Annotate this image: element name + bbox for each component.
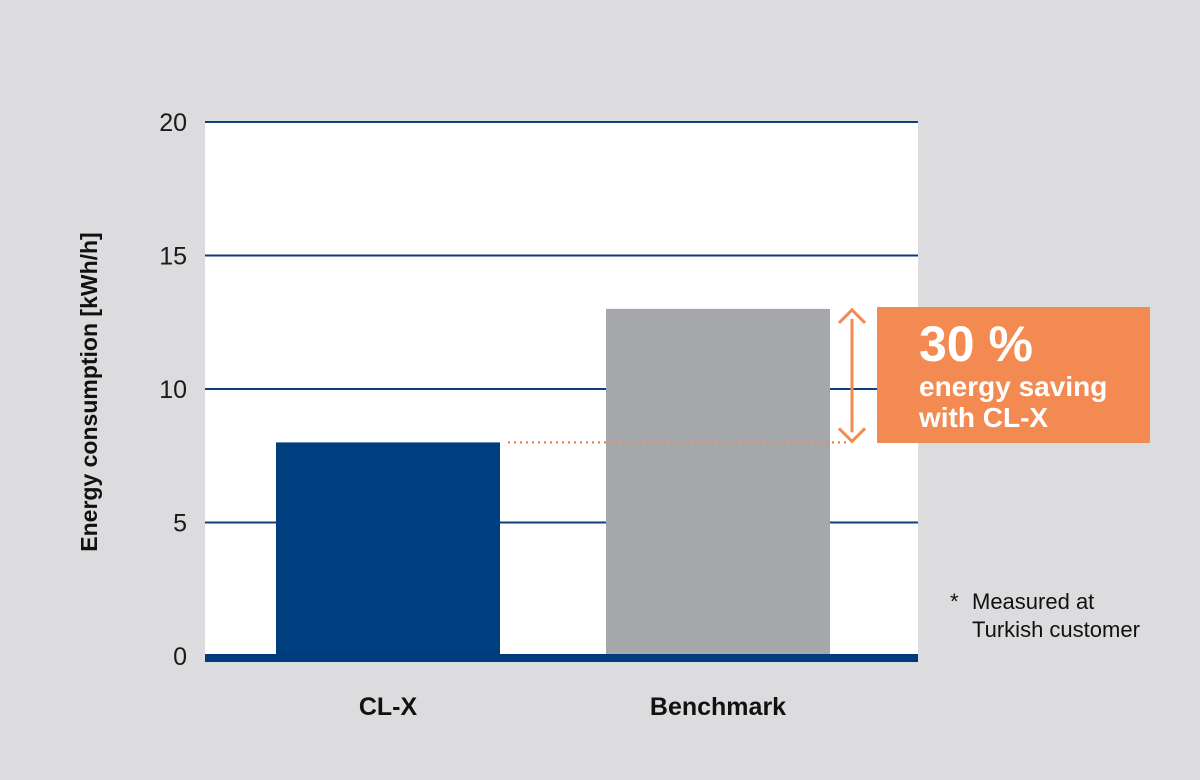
x-category-label-benchmark: Benchmark	[650, 693, 786, 721]
y-tick-label-10: 10	[159, 376, 187, 404]
y-tick-label-20: 20	[159, 109, 187, 137]
footnote: * Measured at Turkish customer	[950, 588, 1190, 644]
footnote-marker: *	[950, 589, 959, 614]
y-tick-label-5: 5	[173, 510, 187, 538]
annotation-arrow-head-top	[837, 307, 867, 324]
savings-text-line-1: energy saving	[919, 371, 1108, 402]
savings-percentage: 30 %	[919, 316, 1033, 372]
y-tick-label-0: 0	[173, 643, 187, 671]
x-category-label-cl-x: CL-X	[359, 693, 418, 721]
savings-text-line-2: with CL-X	[919, 402, 1049, 433]
footnote-line-1: Measured at	[972, 589, 1095, 614]
bar-cl-x	[276, 442, 500, 656]
footnote-line-2: Turkish customer	[972, 617, 1140, 642]
x-axis-baseline	[205, 654, 918, 662]
savings-callout: 30 % energy saving with CL-X	[877, 307, 1150, 443]
y-axis-title: Energy consumption [kWh/h]	[76, 232, 102, 551]
annotation-arrow-head-bottom	[837, 427, 867, 444]
bar-benchmark	[606, 308, 830, 656]
y-tick-label-15: 15	[159, 243, 187, 271]
